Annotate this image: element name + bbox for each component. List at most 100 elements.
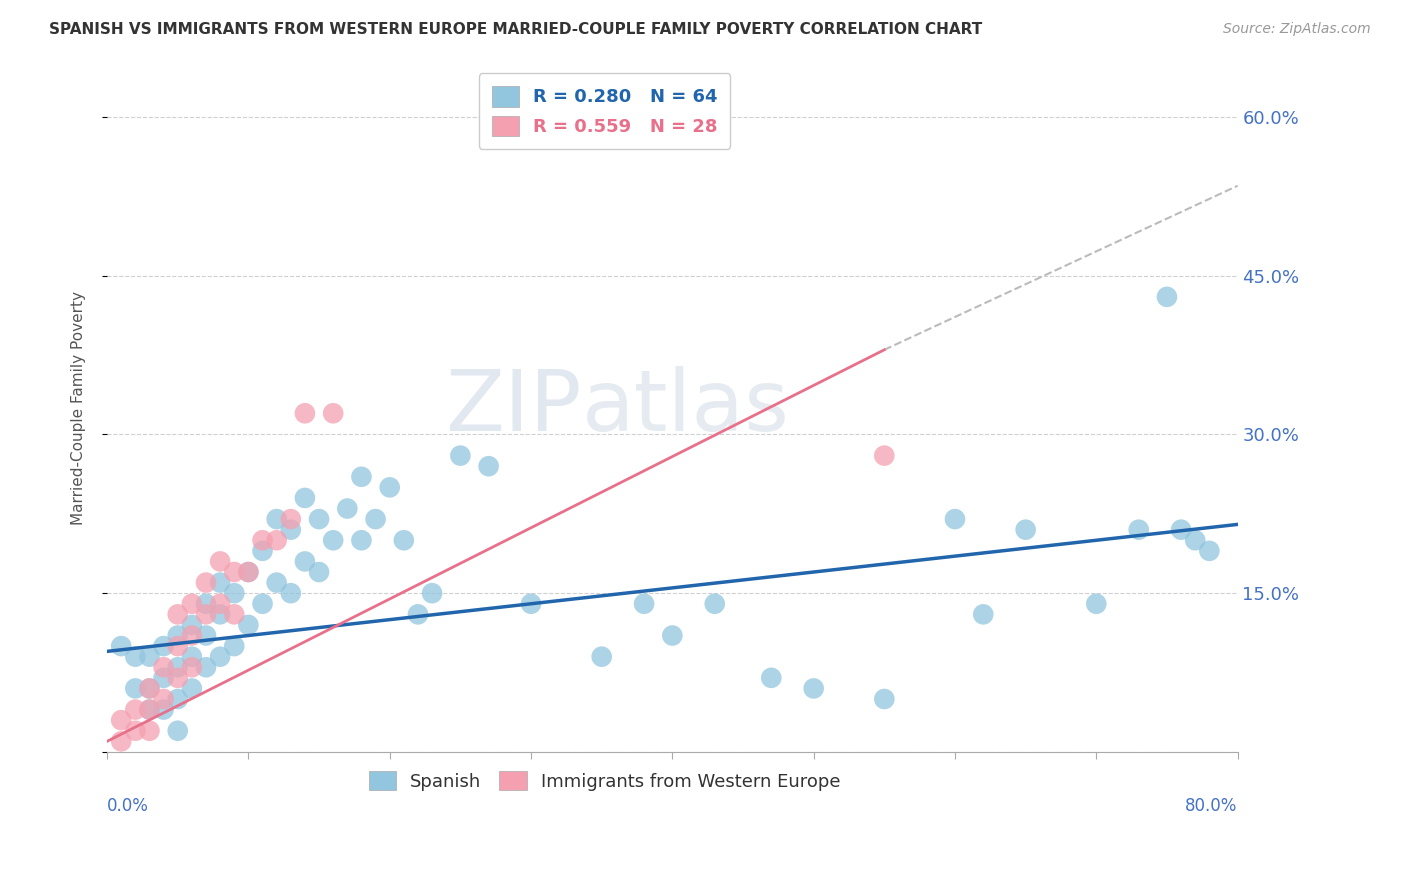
Point <box>209 597 232 611</box>
Point <box>633 597 655 611</box>
Point <box>661 628 683 642</box>
Point <box>180 618 202 632</box>
Point <box>803 681 825 696</box>
Point <box>252 533 274 548</box>
Point <box>238 565 260 579</box>
Point <box>350 533 373 548</box>
Point <box>1156 290 1178 304</box>
Point <box>280 512 302 526</box>
Point <box>152 692 174 706</box>
Point <box>124 681 146 696</box>
Y-axis label: Married-Couple Family Poverty: Married-Couple Family Poverty <box>72 291 86 525</box>
Point <box>420 586 443 600</box>
Point <box>1170 523 1192 537</box>
Point <box>138 681 160 696</box>
Point <box>308 565 330 579</box>
Point <box>180 660 202 674</box>
Point <box>238 618 260 632</box>
Point <box>478 459 501 474</box>
Point <box>224 565 246 579</box>
Point <box>1198 544 1220 558</box>
Point <box>110 639 132 653</box>
Point <box>152 702 174 716</box>
Point <box>138 723 160 738</box>
Point <box>322 533 344 548</box>
Point <box>152 671 174 685</box>
Point <box>350 469 373 483</box>
Point <box>195 575 218 590</box>
Point <box>166 607 188 622</box>
Point <box>195 597 218 611</box>
Text: 80.0%: 80.0% <box>1185 797 1237 814</box>
Point <box>110 734 132 748</box>
Point <box>209 554 232 568</box>
Point <box>110 713 132 727</box>
Point <box>266 533 288 548</box>
Point <box>1128 523 1150 537</box>
Point <box>294 554 316 568</box>
Point <box>166 660 188 674</box>
Point <box>124 649 146 664</box>
Point <box>152 639 174 653</box>
Point <box>209 575 232 590</box>
Point <box>224 586 246 600</box>
Point <box>238 565 260 579</box>
Point <box>209 607 232 622</box>
Point <box>224 607 246 622</box>
Point <box>180 597 202 611</box>
Text: ZIP: ZIP <box>446 367 582 450</box>
Point <box>166 723 188 738</box>
Point <box>392 533 415 548</box>
Point <box>166 639 188 653</box>
Point <box>180 649 202 664</box>
Point <box>252 597 274 611</box>
Point <box>1085 597 1108 611</box>
Point <box>406 607 429 622</box>
Point <box>761 671 783 685</box>
Point <box>1014 523 1036 537</box>
Point <box>166 628 188 642</box>
Text: SPANISH VS IMMIGRANTS FROM WESTERN EUROPE MARRIED-COUPLE FAMILY POVERTY CORRELAT: SPANISH VS IMMIGRANTS FROM WESTERN EUROP… <box>49 22 983 37</box>
Point <box>138 702 160 716</box>
Point <box>280 523 302 537</box>
Point <box>138 681 160 696</box>
Point <box>138 649 160 664</box>
Point <box>322 406 344 420</box>
Point <box>364 512 387 526</box>
Point <box>166 692 188 706</box>
Point <box>195 660 218 674</box>
Point <box>166 671 188 685</box>
Point <box>703 597 725 611</box>
Point <box>294 406 316 420</box>
Legend: Spanish, Immigrants from Western Europe: Spanish, Immigrants from Western Europe <box>361 764 848 798</box>
Point <box>308 512 330 526</box>
Point <box>972 607 994 622</box>
Point <box>180 628 202 642</box>
Point <box>449 449 471 463</box>
Point <box>1184 533 1206 548</box>
Point <box>280 586 302 600</box>
Point <box>124 702 146 716</box>
Point <box>266 575 288 590</box>
Point <box>378 480 401 494</box>
Point <box>224 639 246 653</box>
Point <box>294 491 316 505</box>
Point <box>520 597 543 611</box>
Text: atlas: atlas <box>582 367 790 450</box>
Point <box>209 649 232 664</box>
Point <box>138 702 160 716</box>
Point <box>591 649 613 664</box>
Point <box>124 723 146 738</box>
Point <box>252 544 274 558</box>
Point <box>873 449 896 463</box>
Text: Source: ZipAtlas.com: Source: ZipAtlas.com <box>1223 22 1371 37</box>
Point <box>152 660 174 674</box>
Point <box>943 512 966 526</box>
Point <box>195 607 218 622</box>
Point <box>195 628 218 642</box>
Point <box>266 512 288 526</box>
Text: 0.0%: 0.0% <box>107 797 149 814</box>
Point <box>336 501 359 516</box>
Point <box>873 692 896 706</box>
Point <box>180 681 202 696</box>
